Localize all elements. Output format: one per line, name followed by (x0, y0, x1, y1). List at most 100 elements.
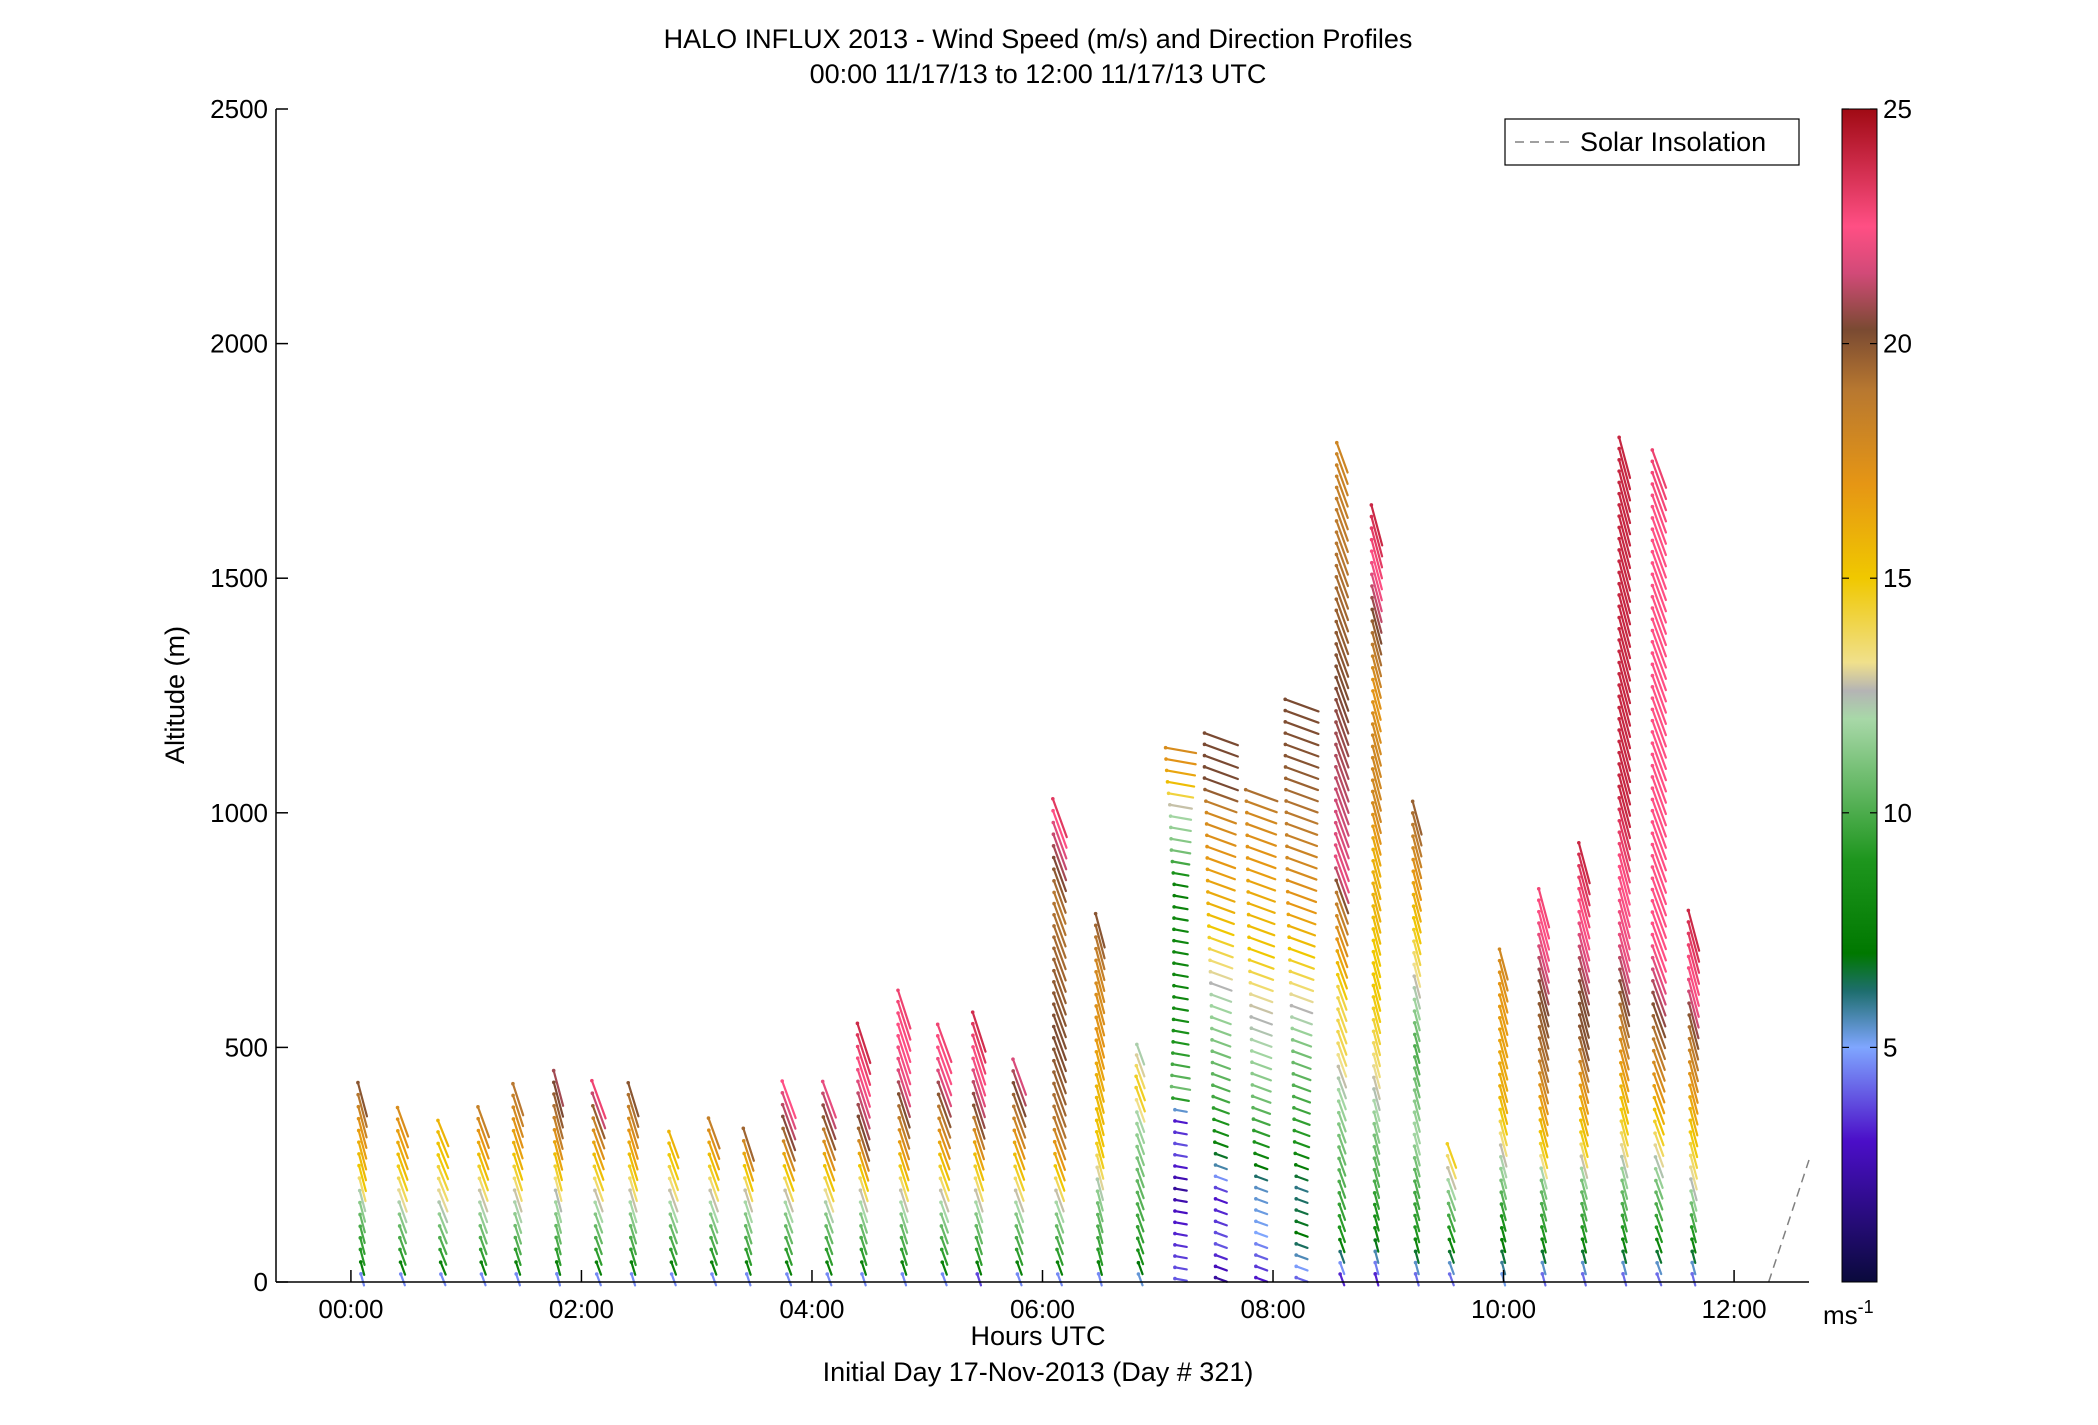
wind-barb (1655, 1214, 1664, 1233)
wind-barb (1293, 1129, 1311, 1138)
wind-barb-tip (1096, 1260, 1101, 1264)
wind-barb-tip (514, 1260, 518, 1264)
wind-barb-tip (1052, 946, 1056, 951)
wind-barb-tip (592, 1140, 596, 1145)
wind-barb (1095, 1107, 1105, 1137)
wind-barb-tip (782, 1164, 787, 1168)
wind-barb (1053, 1152, 1066, 1182)
wind-barb-tip (1447, 1260, 1452, 1265)
wind-barb-tip (781, 1126, 785, 1131)
wind-barb (1335, 620, 1350, 656)
wind-barb-tip (1335, 949, 1340, 953)
wind-barb-tip (1447, 1225, 1451, 1229)
wind-barb-tip (1446, 1201, 1451, 1206)
wind-barb-tip (1537, 1013, 1542, 1018)
wind-barb (1413, 1168, 1421, 1189)
wind-barb (593, 1189, 604, 1213)
wind-barb-tip (1246, 890, 1250, 894)
wind-barb (743, 1176, 754, 1203)
wind-barb-tip (1172, 916, 1176, 920)
wind-barb (1334, 855, 1350, 894)
wind-barb-tip (1205, 844, 1209, 849)
wind-barb-tip (668, 1188, 672, 1193)
wind-barb-tip (1202, 731, 1207, 735)
wind-barb (398, 1224, 408, 1245)
wind-barb (1165, 769, 1197, 777)
wind-barb-tip (1373, 1249, 1378, 1254)
wind-barb (1538, 1060, 1550, 1094)
wind-barb (554, 1212, 563, 1234)
wind-barb-tip (1052, 924, 1056, 928)
wind-barb (1618, 560, 1632, 603)
wind-barb-tip (1172, 950, 1176, 954)
wind-barb (1285, 845, 1318, 859)
wind-barb (1207, 913, 1235, 926)
wind-barb-tip (1210, 1038, 1214, 1042)
y-axis-label: Altitude (m) (160, 626, 190, 764)
wind-barb-tip (594, 1247, 598, 1252)
wind-barb-tip (1285, 889, 1290, 894)
wind-barb (975, 1236, 983, 1256)
wind-barb-tip (971, 1080, 976, 1084)
wind-barb-tip (1173, 1209, 1177, 1213)
wind-barb-tip (1621, 1249, 1625, 1254)
wind-barb-tip (1499, 1214, 1504, 1218)
wind-barb (1173, 1164, 1188, 1170)
wind-barb (397, 1165, 409, 1192)
wind-barb-tip (707, 1164, 712, 1169)
wind-barb (1335, 676, 1350, 712)
wind-barb (1578, 1025, 1590, 1062)
wind-barb (436, 1119, 450, 1148)
wind-barb (514, 1224, 523, 1245)
wind-barb (972, 1116, 986, 1151)
wind-barb-tip (1294, 1275, 1299, 1280)
wind-barb-tip (1686, 966, 1691, 970)
wind-barb (860, 1248, 868, 1266)
wind-barb-tip (1055, 1272, 1060, 1276)
wind-barb-tip (821, 1115, 826, 1119)
wind-barb-tip (855, 1044, 860, 1049)
wind-barb-tip (1336, 996, 1340, 1000)
wind-barb-tip (936, 1056, 940, 1061)
wind-barb (1652, 1037, 1666, 1071)
wind-barb (1498, 1062, 1509, 1092)
wind-barb (744, 1201, 753, 1224)
wind-barb (1096, 1248, 1104, 1267)
wind-barb-tip (1373, 1260, 1378, 1265)
wind-barb (1688, 1072, 1699, 1104)
wind-barb-tip (1244, 810, 1249, 815)
wind-barb (1414, 1261, 1420, 1276)
wind-barb-tip (1650, 932, 1655, 937)
wind-barb (897, 1057, 912, 1097)
wind-barb-tip (1372, 1179, 1377, 1183)
wind-barb (1689, 1177, 1698, 1202)
wind-barb (593, 1165, 605, 1192)
wind-barb (1135, 1133, 1146, 1156)
wind-barb-tip (1284, 799, 1288, 803)
wind-barb (1334, 799, 1350, 837)
wind-barb-tip (1213, 1196, 1218, 1201)
wind-barb (896, 1023, 912, 1064)
wind-barb (1414, 1238, 1420, 1254)
wind-barb (1618, 853, 1631, 895)
wind-barb-tip (1249, 1003, 1253, 1008)
wind-barb-tip (629, 1247, 633, 1252)
wind-barb (1334, 721, 1350, 758)
wind-barb (1537, 956, 1550, 995)
wind-barb-tip (1498, 1050, 1502, 1054)
wind-barb (1208, 959, 1234, 970)
wind-barb-tip (1250, 1071, 1254, 1076)
wind-barb (1651, 448, 1668, 489)
wind-barb (1618, 762, 1632, 806)
wind-barb-tip (1247, 958, 1252, 962)
wind-barb-tip (1095, 1201, 1100, 1205)
wind-barb-tip (1294, 1174, 1299, 1179)
wind-barb (1336, 996, 1348, 1023)
wind-barb-tip (1252, 1128, 1256, 1133)
wind-barb-tip (512, 1176, 517, 1181)
wind-barb-tip (552, 1140, 557, 1144)
wind-barb (477, 1117, 490, 1149)
wind-barb (1254, 1220, 1269, 1227)
wind-barb (627, 1081, 640, 1118)
wind-barb-tip (1577, 944, 1582, 949)
